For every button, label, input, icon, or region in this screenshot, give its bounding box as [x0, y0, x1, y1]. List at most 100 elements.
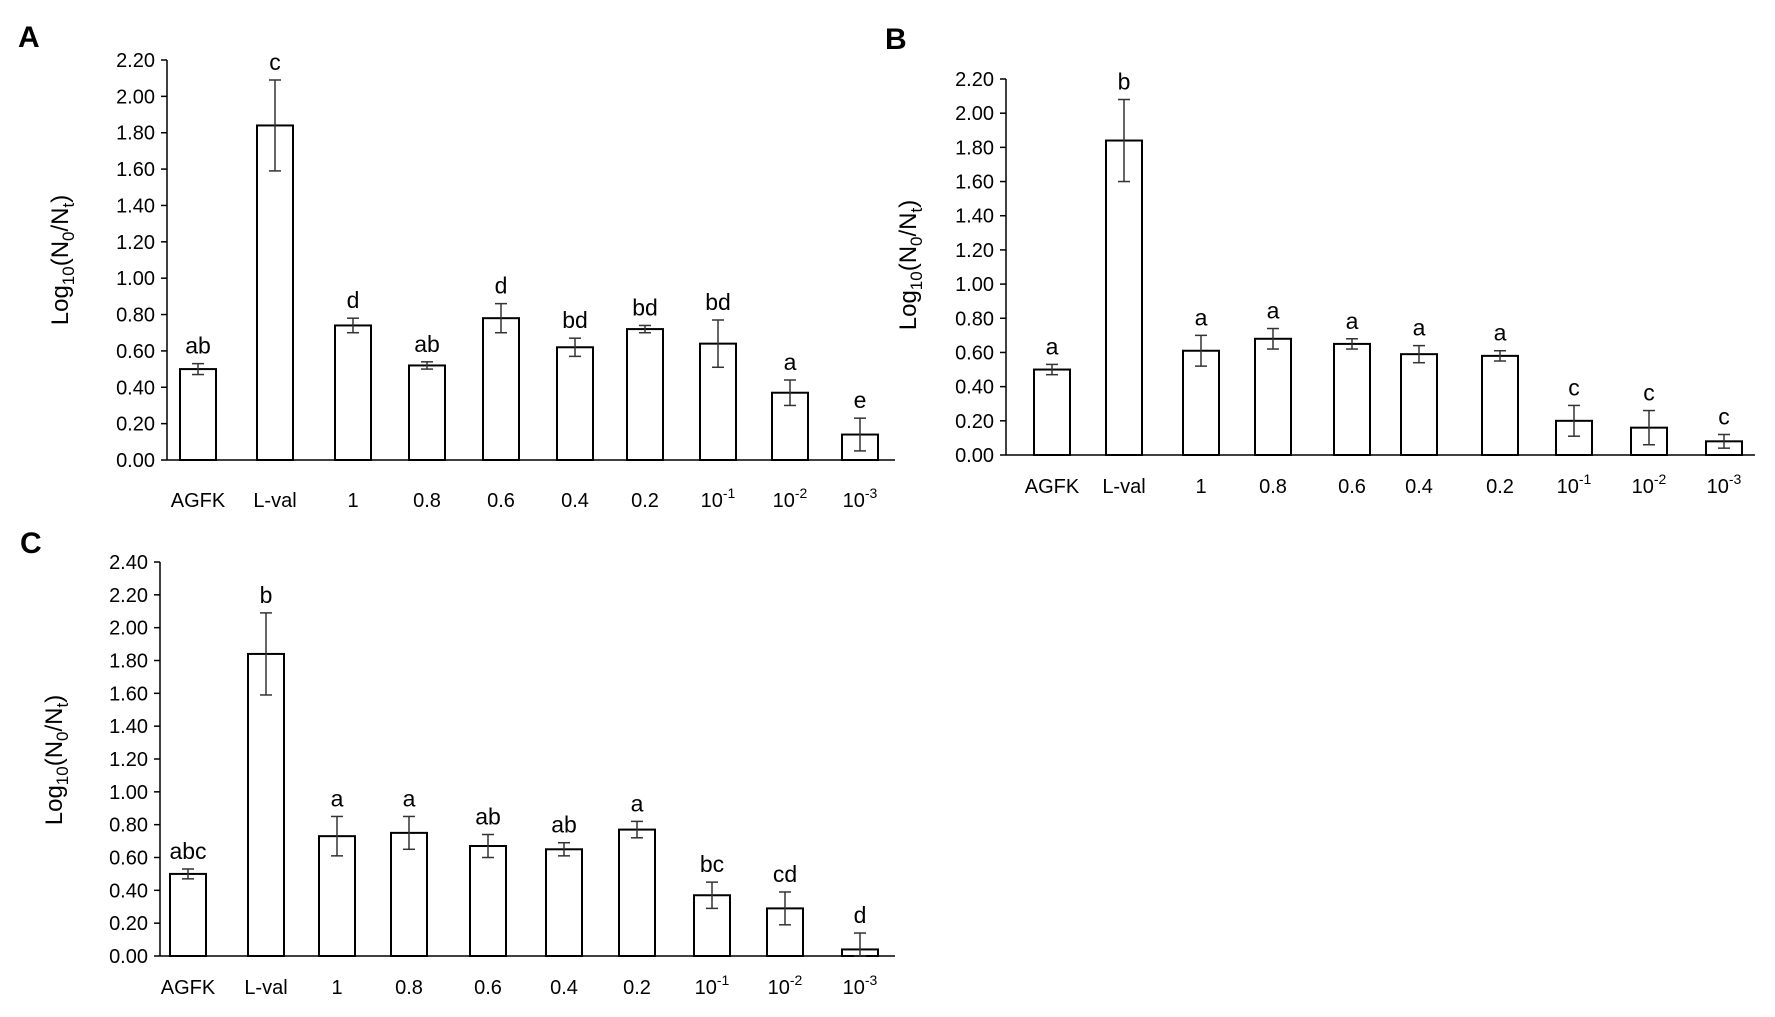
category-label: 10-1 [1557, 471, 1592, 498]
y-tick-label: 2.00 [955, 103, 994, 125]
y-tick-label: 0.80 [955, 308, 994, 330]
significance-label: a [403, 785, 416, 811]
y-tick-label: 2.20 [116, 50, 155, 72]
y-axis-title: Log10(N0/Nt) [47, 195, 78, 326]
y-tick-label: 0.40 [116, 377, 155, 399]
y-tick-label: 1.40 [116, 195, 155, 217]
significance-label: ab [475, 804, 501, 830]
significance-label: c [269, 49, 281, 75]
significance-label: ab [185, 333, 211, 359]
error-bar [495, 302, 507, 334]
significance-label: bc [700, 851, 724, 877]
y-tick-label: 2.20 [109, 585, 148, 607]
category-label: 0.6 [474, 977, 502, 999]
significance-label: d [495, 273, 508, 299]
error-bar [779, 891, 791, 926]
y-tick-label: 0.80 [116, 305, 155, 327]
y-tick-label: 0.60 [955, 342, 994, 364]
bar [618, 828, 656, 958]
bar [1254, 337, 1292, 457]
error-bar [639, 324, 651, 334]
significance-label: c [1718, 403, 1730, 429]
error-bar [1346, 338, 1358, 350]
bar [1333, 342, 1371, 456]
bar [482, 317, 520, 461]
error-bar [854, 417, 866, 452]
bar [469, 845, 507, 958]
y-tick-label: 0.00 [109, 946, 148, 968]
y-axis-title: Log10(N0/Nt) [895, 200, 926, 331]
category-label: 0.4 [550, 977, 578, 999]
error-bar [347, 317, 359, 334]
category-label: 10-3 [843, 485, 878, 512]
y-tick-label: 1.80 [109, 651, 148, 673]
y-tick-label: 2.00 [116, 86, 155, 108]
category-label: 10-2 [773, 485, 808, 512]
panel-b: B Log10(N0/Nt) 0.00 0.20 0.40 0.60 0.80 1.00 1.2… [885, 23, 1755, 498]
category-label: 1 [331, 977, 342, 999]
y-tick-label: 1.00 [109, 782, 148, 804]
category-label: 1 [347, 490, 358, 512]
category-label: AGFK [1025, 476, 1080, 498]
category-label: 0.2 [631, 490, 659, 512]
significance-label: cd [773, 861, 797, 887]
y-tick-label: 1.20 [109, 749, 148, 771]
error-bar [421, 361, 433, 370]
bar [1033, 368, 1071, 456]
y-tick-label: 2.20 [955, 69, 994, 91]
significance-label: ab [414, 331, 440, 357]
category-label: 0.6 [1338, 476, 1366, 498]
error-bar [182, 868, 194, 880]
y-tick-label: 1.80 [955, 137, 994, 159]
category-label: 10-3 [1707, 471, 1742, 498]
bar [334, 324, 372, 462]
significance-label: a [784, 349, 797, 375]
category-label: AGFK [171, 490, 226, 512]
significance-label: abc [169, 838, 206, 864]
error-bar [1494, 349, 1506, 362]
error-bar [1118, 98, 1130, 183]
bar [256, 124, 294, 461]
significance-label: a [1195, 304, 1208, 330]
bar [179, 368, 217, 461]
significance-label: d [854, 902, 867, 928]
y-tick-label: 0.00 [116, 450, 155, 472]
error-bar [1046, 363, 1058, 376]
significance-label: a [1346, 308, 1359, 334]
bar [390, 831, 428, 957]
panel-letter: B [885, 23, 907, 56]
panel-c: C Log10(N0/Nt) 0.00 0.20 0.40 0.60 0.80 1.00 1.2… [20, 527, 895, 999]
category-label: 0.8 [413, 490, 441, 512]
y-tick-label: 2.40 [109, 552, 148, 574]
panel-a: A Log10(N0/Nt) 0.00 0.20 0.40 0.60 0.80 1.00 1.2… [18, 21, 895, 512]
y-tick-label: 1.60 [116, 159, 155, 181]
y-tick-label: 0.60 [116, 341, 155, 363]
y-tick-label: 0.80 [109, 815, 148, 837]
y-tick-label: 0.40 [109, 880, 148, 902]
error-bar [558, 841, 570, 857]
category-label: 0.2 [1486, 476, 1514, 498]
significance-label: a [631, 790, 644, 816]
bar [1481, 354, 1519, 457]
category-label: AGFK [161, 977, 216, 999]
category-label: 0.2 [623, 977, 651, 999]
error-bar [712, 319, 724, 369]
significance-label: bd [632, 294, 658, 320]
category-label: 0.8 [1259, 476, 1287, 498]
category-label: 10-2 [768, 972, 803, 999]
bar [556, 346, 594, 462]
y-tick-label: 1.60 [109, 683, 148, 705]
category-label: L-val [253, 490, 296, 512]
panel-letter: A [18, 21, 40, 54]
error-bar [784, 379, 796, 407]
y-tick-label: 1.20 [955, 240, 994, 262]
significance-label: a [1046, 333, 1059, 359]
error-bar [1267, 327, 1279, 350]
bar [1400, 353, 1438, 456]
y-tick-label: 1.80 [116, 123, 155, 145]
error-bar [331, 815, 343, 857]
panel-letter: C [20, 527, 42, 560]
significance-label: a [1267, 298, 1280, 324]
category-label: 1 [1195, 476, 1206, 498]
